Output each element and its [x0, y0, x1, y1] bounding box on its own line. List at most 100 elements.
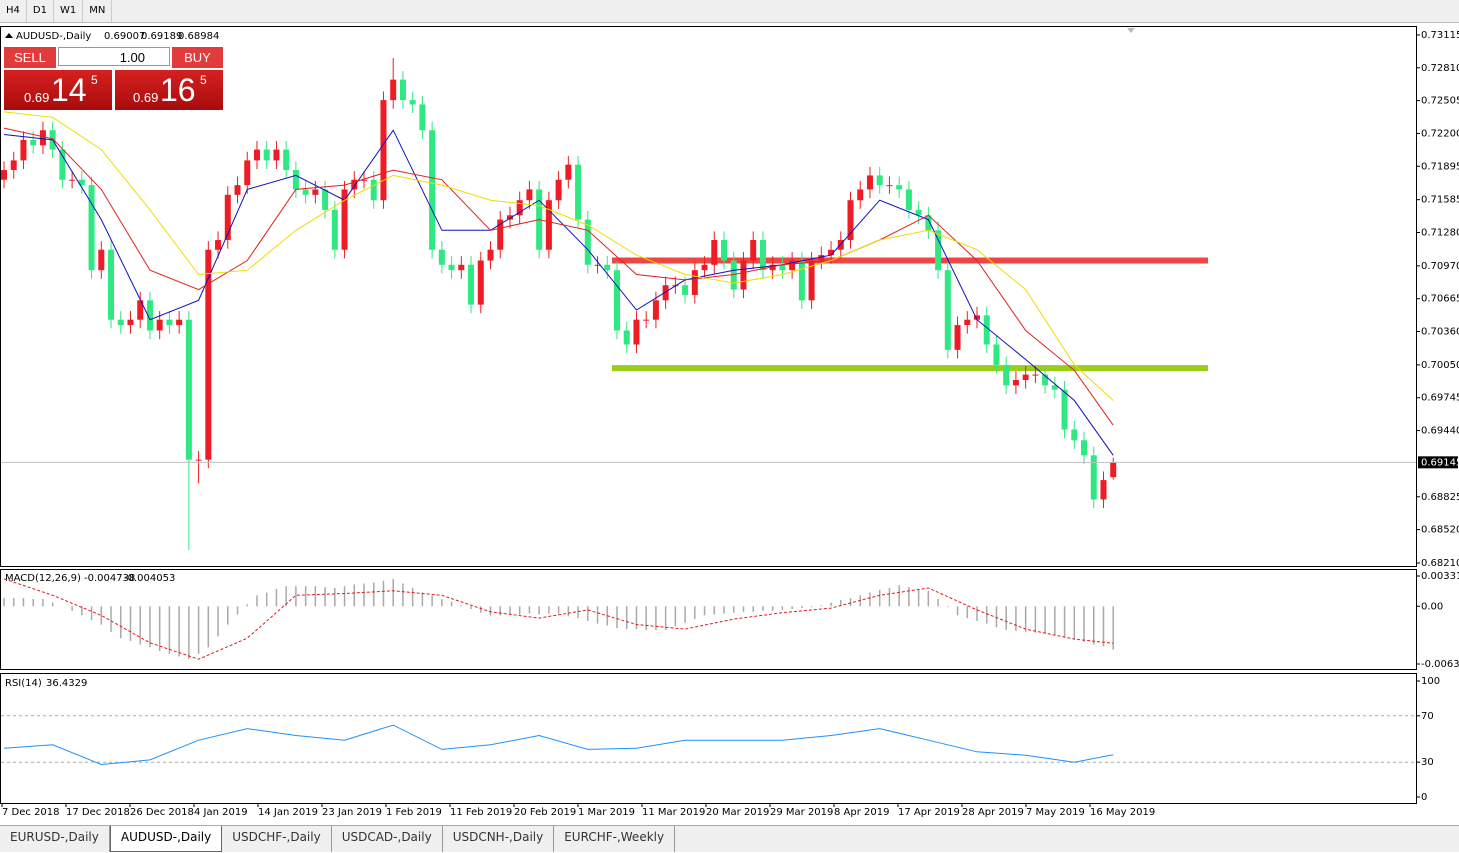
candle-body	[876, 175, 883, 186]
y-tick-label: 70	[1421, 711, 1434, 722]
candle-body	[108, 249, 115, 320]
x-tick-label: 20 Mar 2019	[706, 807, 769, 818]
candle-body	[779, 264, 786, 271]
candle-body	[633, 319, 640, 345]
chart-tab[interactable]: EURUSD-,Daily	[0, 826, 110, 852]
rsi-line	[3, 724, 1114, 766]
lots-input[interactable]: 1.00	[58, 47, 170, 66]
x-tick-label: 23 Jan 2019	[322, 807, 382, 818]
candle-body	[351, 179, 358, 190]
y-tick-label: 0.70050	[1421, 360, 1459, 371]
candle-body	[555, 179, 562, 201]
buy-button[interactable]: BUY	[172, 47, 223, 68]
candle-body	[1022, 374, 1029, 380]
sell-price[interactable]: 0.69 14 5	[4, 70, 112, 110]
current-price-box	[1418, 456, 1458, 469]
chart-tab[interactable]: EURCHF-,Weekly	[554, 826, 676, 852]
candle-body	[30, 139, 37, 146]
candle-body	[623, 330, 630, 345]
candle-body	[39, 130, 46, 146]
candle-body	[750, 240, 757, 261]
candle-body	[730, 260, 737, 290]
candle-body	[380, 100, 387, 201]
candle-body	[545, 200, 552, 250]
timeframe-button[interactable]: W1	[54, 0, 84, 22]
candle-body	[69, 179, 76, 181]
open-value: 0.69007	[104, 31, 145, 42]
y-tick-label: 0.00	[1421, 601, 1443, 612]
signal-value: -0.004053	[124, 573, 175, 584]
candle-body	[565, 164, 572, 180]
one-click-trading: SELL 1.00 BUY 0.69 14 5 0.69 16 5	[3, 46, 223, 111]
candle-body	[866, 175, 873, 190]
timeframe-button[interactable]: MN	[83, 0, 113, 22]
candle-body	[477, 260, 484, 305]
candle-body	[652, 300, 659, 320]
chart-tab[interactable]: USDCNH-,Daily	[443, 826, 555, 852]
y-tick-label: 0.68825	[1421, 492, 1459, 503]
candle-body	[993, 344, 1000, 365]
candle-body	[759, 240, 766, 271]
y-tick-label: 0.71895	[1421, 161, 1459, 172]
candle-body	[263, 149, 270, 161]
y-tick-label: 0	[1421, 792, 1427, 803]
candle-body	[88, 185, 95, 271]
candle-body	[1061, 389, 1068, 430]
candle-body	[701, 264, 708, 271]
candle-body	[98, 249, 105, 271]
candle-body	[818, 255, 825, 261]
rsi-title: RSI(14)	[5, 678, 42, 689]
candle-body	[468, 264, 475, 305]
chart-tab[interactable]: USDCAD-,Daily	[332, 826, 443, 852]
candle-body	[1081, 440, 1088, 456]
y-tick-label: 0.68520	[1421, 525, 1459, 536]
price-prefix: 0.69	[133, 90, 159, 105]
candle-body	[1012, 379, 1019, 386]
candle-body	[1100, 480, 1107, 500]
candle-body	[896, 185, 903, 190]
buy-price[interactable]: 0.69 16 5	[115, 70, 223, 110]
candle-body	[312, 189, 319, 195]
candle-body	[964, 319, 971, 326]
y-tick-label: 0.72200	[1421, 128, 1459, 139]
candle-body	[954, 325, 961, 350]
candle-body	[419, 104, 426, 131]
candle-body	[643, 319, 650, 321]
timeframe-button[interactable]: D1	[27, 0, 54, 22]
chart-tab[interactable]: AUDUSD-,Daily	[109, 826, 223, 852]
candle-body	[215, 240, 222, 250]
candle-body	[487, 249, 494, 261]
x-tick-label: 17 Apr 2019	[898, 807, 960, 818]
candle-body	[283, 149, 290, 171]
candle-body	[429, 130, 436, 250]
candle-body	[10, 160, 17, 171]
candle-body	[253, 149, 260, 161]
title-arrow	[5, 33, 13, 38]
y-tick-label: -0.006325	[1421, 659, 1459, 670]
candle-body	[905, 189, 912, 210]
timeframe-button[interactable]: H4	[0, 0, 27, 22]
candle-body	[448, 264, 455, 271]
candle-body	[789, 260, 796, 271]
candle-body	[1032, 374, 1039, 376]
candle-body	[370, 179, 377, 201]
candle-body	[20, 139, 27, 161]
candle-body	[1090, 455, 1097, 500]
candle-body	[146, 300, 153, 331]
chart-tab[interactable]: USDCHF-,Daily	[222, 826, 332, 852]
candle-body	[438, 249, 445, 265]
y-tick-label: 0.72810	[1421, 63, 1459, 74]
current-price-label: 0.69145	[1421, 457, 1459, 468]
candle-body	[721, 240, 728, 261]
y-tick-label: 0.69745	[1421, 393, 1459, 404]
x-tick-label: 17 Dec 2018	[66, 807, 130, 818]
candle-body	[584, 219, 591, 265]
sell-button[interactable]: SELL	[4, 47, 56, 68]
candle-body	[341, 189, 348, 250]
candle-body	[302, 189, 309, 195]
y-tick-label: 0.73115	[1421, 30, 1459, 41]
candle-body	[575, 164, 582, 220]
y-tick-label: 0.70360	[1421, 327, 1459, 338]
candle-body	[205, 249, 212, 460]
candle-body	[1071, 429, 1078, 441]
